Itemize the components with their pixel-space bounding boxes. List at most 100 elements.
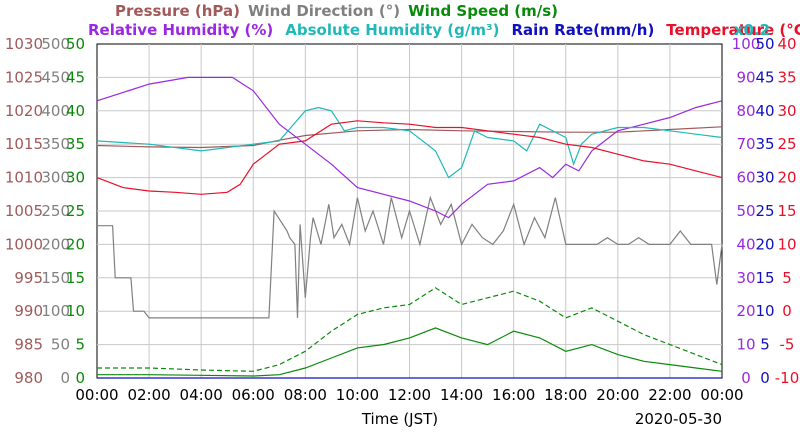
x-tick-label: 22:00 bbox=[648, 386, 691, 404]
tick-label: 1015 bbox=[5, 135, 43, 153]
tick-label: 20 bbox=[755, 235, 774, 253]
tick-label: 0 bbox=[60, 369, 70, 387]
axis-time: 00:00 02:00 04:00 06:00 08:00 10:00 12:00 14:00… bbox=[75, 386, 743, 404]
tick-label: 25 bbox=[66, 202, 85, 220]
tick-label: 450 bbox=[41, 68, 70, 86]
tick-label: 50 bbox=[51, 336, 70, 354]
tick-label: 1030 bbox=[5, 35, 43, 53]
x-tick-label: 06:00 bbox=[232, 386, 275, 404]
tick-label: 5 bbox=[782, 269, 792, 287]
tick-label: 10 bbox=[777, 235, 796, 253]
x-tick-label: 00:00 bbox=[700, 386, 743, 404]
tick-label: 150 bbox=[41, 269, 70, 287]
axis-temperature: -10 -5 0 5 10 15 20 25 30 35 40 bbox=[775, 35, 800, 387]
series-temperature bbox=[96, 120, 723, 195]
axes: 9809859909951000100510101015102010251030… bbox=[5, 35, 799, 404]
axis-relative-humidity: 0 10 20 30 40 50 60 70 80 90 100 bbox=[732, 35, 761, 387]
series-absolute-humidity bbox=[96, 106, 723, 179]
tick-label: 0 bbox=[741, 369, 751, 387]
legend-relative_humidity: Relative Humidity (%) bbox=[88, 21, 273, 39]
series-relative-humidity bbox=[96, 76, 723, 219]
series-pressure bbox=[96, 126, 723, 149]
axis-pressure: 980 985 990 995 1000 1005 1010 1015 1020 1025 1030 bbox=[5, 35, 43, 387]
tick-label: 5 bbox=[75, 336, 85, 354]
date-label: 2020-05-30 bbox=[635, 410, 722, 428]
legend-wind_direction: Wind Direction (°) bbox=[248, 2, 400, 20]
x-tick-label: 10:00 bbox=[336, 386, 379, 404]
tick-label: 50 bbox=[66, 35, 85, 53]
tick-label: -10 bbox=[775, 369, 800, 387]
legend: Pressure (hPa) Wind Direction (°) Wind Spe… bbox=[88, 2, 800, 39]
legend-row-2: Relative Humidity (%) Absolute Humidity (… bbox=[88, 21, 800, 39]
tick-label: 15 bbox=[777, 202, 796, 220]
tick-label: 300 bbox=[41, 169, 70, 187]
x-tick-label: 18:00 bbox=[544, 386, 587, 404]
axis-wind-direction: 0 50 100 150 200 250 300 350 400 450 500 bbox=[41, 35, 70, 387]
tick-label: 35 bbox=[755, 135, 774, 153]
x-tick-label: 14:00 bbox=[440, 386, 483, 404]
tick-label: 0 bbox=[760, 369, 770, 387]
tick-label: 995 bbox=[14, 269, 43, 287]
tick-label: 25 bbox=[777, 135, 796, 153]
tick-label: 90 bbox=[736, 68, 755, 86]
x-tick-label: 16:00 bbox=[492, 386, 535, 404]
tick-label: 350 bbox=[41, 135, 70, 153]
series-group bbox=[96, 76, 723, 379]
tick-label: 30 bbox=[755, 169, 774, 187]
tick-label: 40 bbox=[736, 235, 755, 253]
tick-label: 10 bbox=[736, 336, 755, 354]
x-tick-label: 08:00 bbox=[284, 386, 327, 404]
x-axis-label: Time (JST) bbox=[361, 410, 438, 428]
tick-label: 5 bbox=[760, 336, 770, 354]
tick-label: 10 bbox=[755, 302, 774, 320]
tick-label: 20 bbox=[736, 302, 755, 320]
tick-label: 35 bbox=[777, 68, 796, 86]
x-tick-label: 02:00 bbox=[127, 386, 170, 404]
tick-label: 1020 bbox=[5, 102, 43, 120]
tick-label: 40 bbox=[777, 35, 796, 53]
tick-label: 40 bbox=[755, 102, 774, 120]
tick-label: 0 bbox=[782, 302, 792, 320]
tick-label: 40 bbox=[66, 102, 85, 120]
legend-pressure: Pressure (hPa) bbox=[115, 2, 240, 20]
tick-label: 80 bbox=[736, 102, 755, 120]
tick-label: 25 bbox=[755, 202, 774, 220]
tick-label: -5 bbox=[780, 336, 795, 354]
tick-label: 30 bbox=[66, 169, 85, 187]
grid bbox=[97, 44, 722, 378]
tick-label: 45 bbox=[66, 68, 85, 86]
x-tick-label: 20:00 bbox=[596, 386, 639, 404]
series-wind-direction bbox=[97, 195, 723, 319]
tick-label: 30 bbox=[736, 269, 755, 287]
tick-label: 400 bbox=[41, 102, 70, 120]
tick-label: 500 bbox=[41, 35, 70, 53]
x-tick-label: 12:00 bbox=[388, 386, 431, 404]
tick-label: 980 bbox=[14, 369, 43, 387]
tick-label: 45 bbox=[755, 68, 774, 86]
abs-humidity-scale-label: x0.2 bbox=[734, 21, 770, 39]
tick-label: 1010 bbox=[5, 169, 43, 187]
tick-label: 985 bbox=[14, 336, 43, 354]
tick-label: 35 bbox=[66, 135, 85, 153]
x-tick-label: 04:00 bbox=[180, 386, 223, 404]
tick-label: 200 bbox=[41, 235, 70, 253]
x-tick-label: 00:00 bbox=[75, 386, 118, 404]
tick-label: 990 bbox=[14, 302, 43, 320]
tick-label: 0 bbox=[75, 369, 85, 387]
legend-row-1: Pressure (hPa) Wind Direction (°) Wind Spe… bbox=[115, 2, 558, 20]
tick-label: 100 bbox=[732, 35, 761, 53]
tick-label: 15 bbox=[66, 269, 85, 287]
tick-label: 15 bbox=[755, 269, 774, 287]
legend-absolute_humidity: Absolute Humidity (g/m³) bbox=[285, 21, 499, 39]
tick-label: 1000 bbox=[5, 235, 43, 253]
legend-rain_rate: Rain Rate(mm/h) bbox=[511, 21, 654, 39]
tick-label: 250 bbox=[41, 202, 70, 220]
axis-rain-rate: 0 5 10 15 20 25 30 35 40 45 50 bbox=[755, 35, 774, 387]
legend-wind_speed: Wind Speed (m/s) bbox=[408, 2, 558, 20]
tick-label: 1025 bbox=[5, 68, 43, 86]
tick-label: 60 bbox=[736, 169, 755, 187]
tick-label: 100 bbox=[41, 302, 70, 320]
tick-label: 20 bbox=[66, 235, 85, 253]
tick-label: 20 bbox=[777, 169, 796, 187]
